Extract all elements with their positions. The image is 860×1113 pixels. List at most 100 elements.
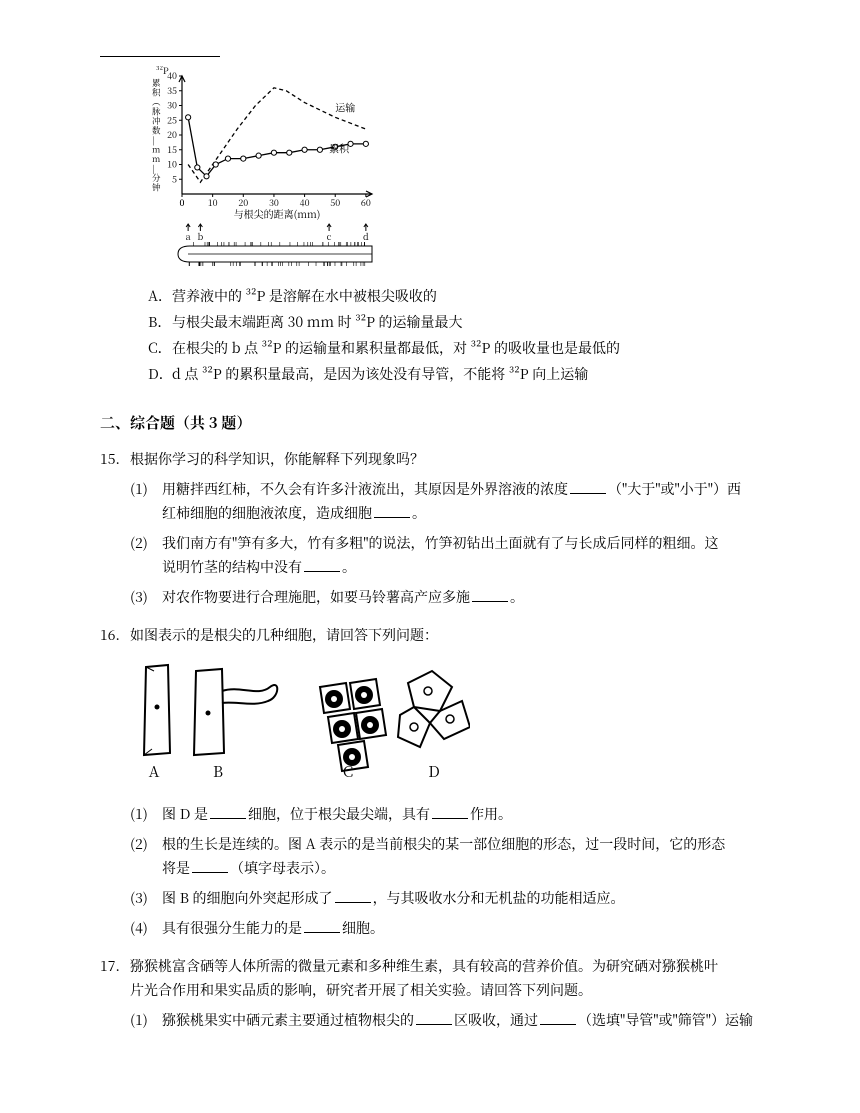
svg-text:0: 0 bbox=[180, 196, 185, 209]
answer-blank[interactable] bbox=[432, 804, 468, 819]
section-heading: 二、综合题（共 3 题） bbox=[100, 412, 768, 433]
sub-4: (4) 具有很强分生能力的是 细胞。 bbox=[130, 916, 768, 940]
option-d: D． d 点 ³²P 的累积量最高，是因为该处没有导管，不能将 ³²P 向上运输 bbox=[148, 362, 768, 386]
option-label: B． bbox=[148, 310, 172, 334]
text: （填字母表示）。 bbox=[230, 858, 335, 878]
svg-text:d: d bbox=[363, 230, 369, 243]
svg-text:运输: 运输 bbox=[335, 99, 355, 114]
text: 图 B 的细胞向外突起形成了 bbox=[162, 888, 333, 908]
svg-text:30: 30 bbox=[167, 99, 177, 112]
question-stem-line: 片光合作用和果实品质的影响，研究者开展了相关实验。请回答下列问题。 bbox=[130, 978, 768, 1002]
svg-text:15: 15 bbox=[167, 143, 177, 156]
sub-3: (3) 对农作物要进行合理施肥，如要马铃薯高产应多施 。 bbox=[130, 585, 768, 609]
text: 用糖拌西红柿，不久会有许多汁液流出，其原因是外界溶液的浓度 bbox=[162, 479, 568, 499]
sub-number: (1) bbox=[130, 802, 162, 826]
question-16: 16. 如图表示的是根尖的几种细胞，请回答下列问题： A B C D (1) 图 D … bbox=[100, 623, 768, 940]
option-b: B．与根尖最末端距离 30 mm 时 ³²P 的运输量最大 bbox=[148, 310, 768, 334]
sub-number: (3) bbox=[130, 886, 162, 910]
text: （"大于"或"小于"）西 bbox=[608, 479, 741, 499]
answer-blank[interactable] bbox=[472, 587, 508, 602]
answer-blank[interactable] bbox=[304, 557, 340, 572]
text: 红柿细胞的细胞液浓度，造成细胞 bbox=[162, 503, 372, 523]
option-label: D． bbox=[148, 362, 172, 386]
text: 我们南方有"笋有多大，竹有多粗"的说法，竹笋初钻出土面就有了与长成后同样的粗细。… bbox=[162, 533, 719, 553]
option-label: A． bbox=[148, 284, 172, 308]
text: 根的生长是连续的。图 A 表示的是当前根尖的某一部位细胞的形态，过一段时间，它的… bbox=[162, 834, 725, 854]
answer-blank[interactable] bbox=[192, 858, 228, 873]
question-number: 15. bbox=[100, 447, 130, 609]
sub-3: (3) 图 B 的细胞向外突起形成了 ，与其吸收水分和无机盐的功能相适应。 bbox=[130, 886, 768, 910]
svg-text:25: 25 bbox=[167, 113, 177, 126]
question-stem: 根据你学习的科学知识，你能解释下列现象吗？ bbox=[130, 447, 768, 471]
svg-text:10: 10 bbox=[208, 196, 218, 209]
svg-text:³²P: ³²P bbox=[156, 66, 169, 77]
answer-blank[interactable] bbox=[540, 1010, 576, 1025]
text: （选填"导管"或"筛管"）运输 bbox=[578, 1010, 753, 1030]
sub-number: (2) bbox=[130, 832, 162, 880]
sub-number: (1) bbox=[130, 477, 162, 525]
text: 。 bbox=[510, 587, 524, 607]
sub-1: (1) 用糖拌西红柿，不久会有许多汁液流出，其原因是外界溶液的浓度 （"大于"或"… bbox=[130, 477, 768, 525]
sub-1: (1) 图 D 是 细胞，位于根尖最尖端，具有 作用。 bbox=[130, 802, 768, 826]
question-15: 15. 根据你学习的科学知识，你能解释下列现象吗？ (1) 用糖拌西红柿，不久会… bbox=[100, 447, 768, 609]
text: 猕猴桃果实中硒元素主要通过植物根尖的 bbox=[162, 1010, 414, 1030]
text: 。 bbox=[342, 557, 356, 577]
sub-2: (2) 根的生长是连续的。图 A 表示的是当前根尖的某一部位细胞的形态，过一段时… bbox=[130, 832, 768, 880]
question-stem: 如图表示的是根尖的几种细胞，请回答下列问题： bbox=[130, 623, 768, 647]
svg-text:c: c bbox=[327, 230, 332, 243]
svg-text:10: 10 bbox=[167, 158, 177, 171]
cell-diagram: A B C D bbox=[130, 657, 768, 794]
answer-blank[interactable] bbox=[210, 804, 246, 819]
text: 对农作物要进行合理施肥，如要马铃薯高产应多施 bbox=[162, 587, 470, 607]
svg-text:a: a bbox=[186, 230, 191, 243]
chart-container: 51015202530354001020304050600与根尖的距离(mm)³… bbox=[148, 66, 768, 266]
option-list: A．营养液中的 ³²P 是溶解在水中被根尖吸收的 B．与根尖最末端距离 30 m… bbox=[148, 284, 768, 386]
question-number: 17. bbox=[100, 954, 130, 1032]
svg-text:与根尖的距离(mm): 与根尖的距离(mm) bbox=[234, 206, 321, 221]
svg-text:50: 50 bbox=[330, 196, 340, 209]
question-17: 17. 猕猴桃富含硒等人体所需的微量元素和多种维生素，具有较高的营养价值。为研究… bbox=[100, 954, 768, 1032]
answer-blank[interactable] bbox=[416, 1010, 452, 1025]
text: 作用。 bbox=[470, 804, 512, 824]
sub-number: (3) bbox=[130, 585, 162, 609]
text: 细胞。 bbox=[342, 918, 384, 938]
sub-1: (1) 猕猴桃果实中硒元素主要通过植物根尖的 区吸收，通过 （选填"导管"或"筛管"… bbox=[130, 1008, 768, 1032]
question-number: 16. bbox=[100, 623, 130, 940]
svg-text:B: B bbox=[213, 761, 223, 782]
sub-number: (2) bbox=[130, 531, 162, 579]
text: 说明竹茎的结构中没有 bbox=[162, 557, 302, 577]
text: 将是 bbox=[162, 858, 190, 878]
text: 细胞，位于根尖最尖端，具有 bbox=[248, 804, 430, 824]
option-text: d 点 ³²P 的累积量最高，是因为该处没有导管，不能将 ³²P 向上运输 bbox=[172, 362, 588, 386]
svg-text:D: D bbox=[428, 761, 440, 782]
answer-blank[interactable] bbox=[304, 918, 340, 933]
text: ，与其吸收水分和无机盐的功能相适应。 bbox=[373, 888, 625, 908]
sub-number: (1) bbox=[130, 1008, 162, 1032]
text: 图 D 是 bbox=[162, 804, 208, 824]
svg-text:35: 35 bbox=[167, 84, 177, 97]
text: 。 bbox=[412, 503, 426, 523]
option-a: A．营养液中的 ³²P 是溶解在水中被根尖吸收的 bbox=[148, 284, 768, 308]
svg-text:b: b bbox=[198, 230, 204, 243]
option-text: 营养液中的 ³²P 是溶解在水中被根尖吸收的 bbox=[172, 284, 437, 308]
svg-text:钟: 钟 bbox=[152, 182, 161, 194]
top-divider bbox=[100, 56, 220, 57]
svg-text:60: 60 bbox=[361, 196, 371, 209]
sub-2: (2) 我们南方有"笋有多大，竹有多粗"的说法，竹笋初钻出土面就有了与长成后同样… bbox=[130, 531, 768, 579]
svg-text:C: C bbox=[343, 761, 353, 782]
answer-blank[interactable] bbox=[335, 888, 371, 903]
svg-text:5: 5 bbox=[172, 172, 177, 185]
sub-number: (4) bbox=[130, 916, 162, 940]
question-stem-line: 猕猴桃富含硒等人体所需的微量元素和多种维生素，具有较高的营养价值。为研究硒对猕猴… bbox=[130, 954, 768, 978]
answer-blank[interactable] bbox=[374, 503, 410, 518]
answer-blank[interactable] bbox=[570, 479, 606, 494]
option-text: 与根尖最末端距离 30 mm 时 ³²P 的运输量最大 bbox=[172, 310, 463, 334]
option-label: C． bbox=[148, 336, 172, 360]
option-c: C．在根尖的 b 点 ³²P 的运输量和累积量都最低，对 ³²P 的吸收量也是最… bbox=[148, 336, 768, 360]
text: 区吸收，通过 bbox=[454, 1010, 538, 1030]
svg-text:累积: 累积 bbox=[329, 141, 350, 156]
svg-text:A: A bbox=[149, 761, 160, 782]
text: 具有很强分生能力的是 bbox=[162, 918, 302, 938]
option-text: 在根尖的 b 点 ³²P 的运输量和累积量都最低，对 ³²P 的吸收量也是最低的 bbox=[172, 336, 620, 360]
svg-text:20: 20 bbox=[167, 128, 177, 141]
